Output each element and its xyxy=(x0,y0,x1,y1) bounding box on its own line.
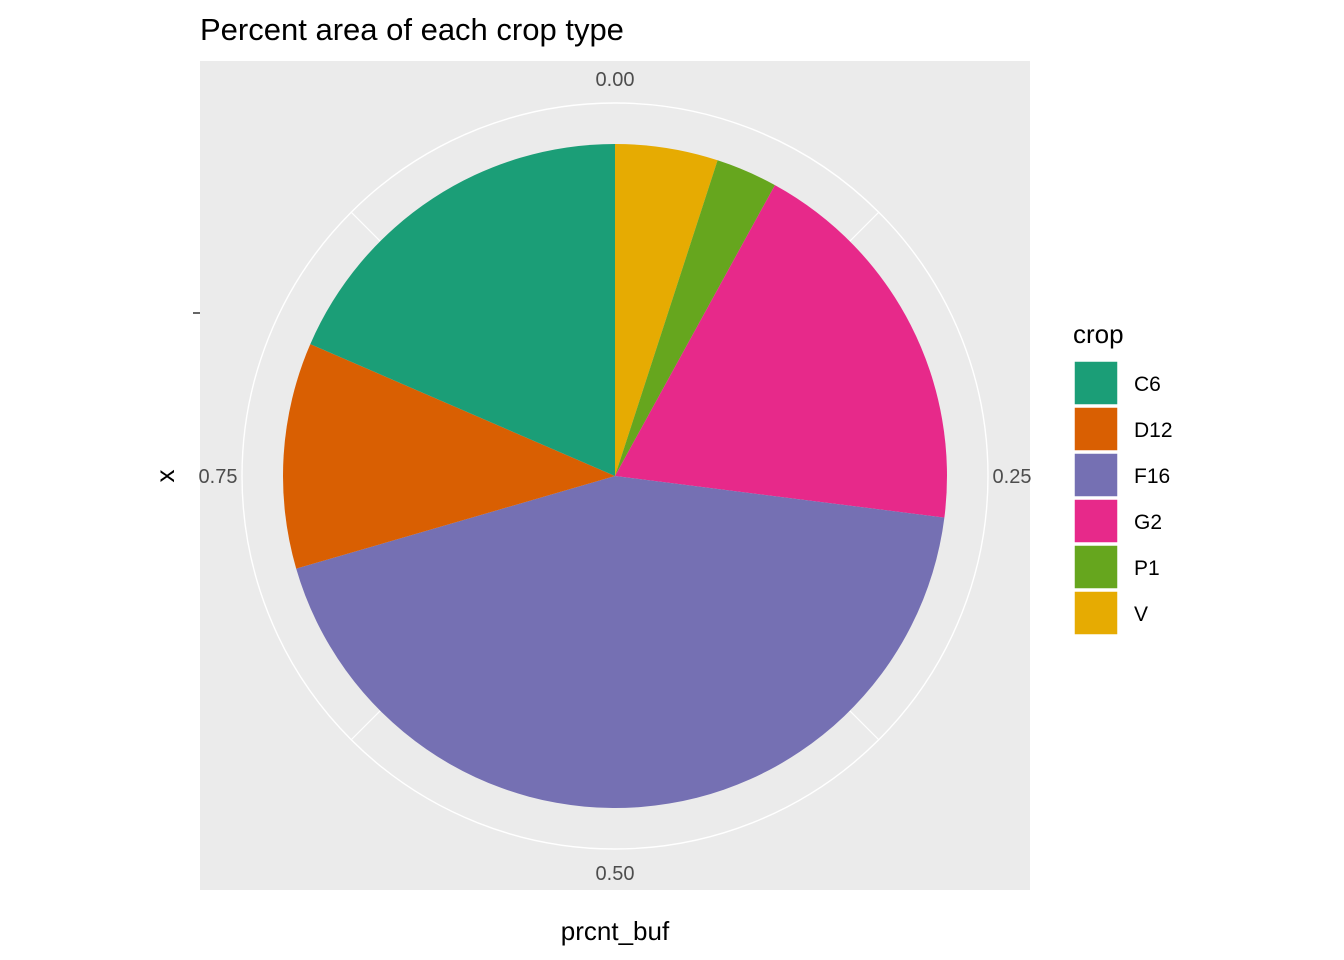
grid-spoke xyxy=(350,710,381,741)
theta-axis-ticks: 0.00 0.25 0.50 0.75 xyxy=(199,69,1032,885)
pie-slice-f16 xyxy=(296,476,945,809)
legend-key-p1 xyxy=(1073,544,1119,590)
legend-label-c6: C6 xyxy=(1134,373,1161,396)
legend-label-v: V xyxy=(1134,603,1148,626)
pie-slices xyxy=(283,144,947,809)
legend-label-f16: F16 xyxy=(1134,465,1170,488)
legend-key-v xyxy=(1073,590,1119,636)
pie-slice-g2 xyxy=(615,185,947,518)
theta-tick-label: 0.00 xyxy=(596,69,635,91)
legend-label-d12: D12 xyxy=(1134,419,1173,442)
legend-key-f16 xyxy=(1073,452,1119,498)
legend-key-g2 xyxy=(1073,498,1119,544)
pie-slice-c6 xyxy=(310,144,615,476)
grid-spoke xyxy=(350,211,381,242)
legend: C6 D12 F16 G2 P1 V xyxy=(1073,360,1173,636)
legend-label-g2: G2 xyxy=(1134,511,1162,534)
pie-slice-p1 xyxy=(615,160,775,476)
grid-spoke xyxy=(849,211,880,242)
legend-key-c6 xyxy=(1073,360,1119,406)
grid-spoke xyxy=(849,710,880,741)
chart-title: Percent area of each crop type xyxy=(200,12,624,47)
theta-tick-label: 0.25 xyxy=(993,466,1032,488)
theta-tick-label: 0.75 xyxy=(199,466,238,488)
y-axis-title: x xyxy=(150,470,180,483)
legend-key-d12 xyxy=(1073,406,1119,452)
pie-slice-d12 xyxy=(283,344,615,569)
x-axis-title: prcnt_buf xyxy=(561,916,670,946)
legend-label-p1: P1 xyxy=(1134,557,1160,580)
theta-tick-label: 0.50 xyxy=(596,863,635,885)
grid-circle-outer xyxy=(241,102,989,850)
legend-title: crop xyxy=(1073,319,1124,349)
pie-slice-v xyxy=(615,144,718,476)
